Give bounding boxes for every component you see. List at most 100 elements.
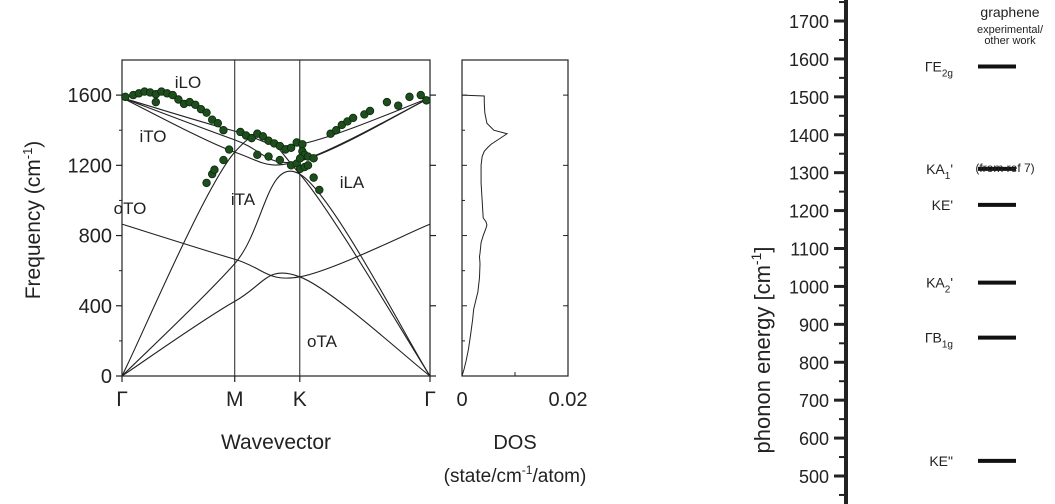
experimental-point <box>416 90 425 100</box>
dos-frame <box>461 59 569 377</box>
experimental-point <box>309 154 318 163</box>
level-label-main: KA <box>926 161 945 177</box>
dos-unit-part: (state/cm <box>444 466 522 487</box>
phonon-energy-chart: 1700160015001400130012001100100090080070… <box>748 0 1044 504</box>
y-axis-label-main: Frequency (cm <box>22 159 45 299</box>
dispersion-branch <box>121 133 431 377</box>
dispersion-branch <box>121 223 431 279</box>
x-tick-label: Γ <box>424 388 436 411</box>
dos-x-axis-sublabel: (state/cm-1/atom) <box>444 463 587 487</box>
energy-tick-label: 900 <box>799 315 829 335</box>
energy-label-main: phonon energy [cm <box>750 265 775 453</box>
dos-unit-sup: -1 <box>522 463 533 477</box>
experimental-point <box>348 113 358 123</box>
y-tick-label: 1600 <box>68 85 113 107</box>
experimental-point <box>224 145 234 154</box>
dispersion-branch <box>121 170 431 377</box>
energy-tick-label: 1700 <box>789 12 829 32</box>
y-tick-label: 800 <box>79 226 112 248</box>
level-label-prime: ' <box>950 161 953 177</box>
energy-tick-label: 1300 <box>789 164 829 184</box>
experimental-point <box>121 92 130 102</box>
experimental-point <box>219 126 228 135</box>
y-axis-label-sup: -1 <box>20 148 35 160</box>
y-tick-label: 400 <box>79 296 112 318</box>
x-tick-label: Γ <box>116 388 128 411</box>
experimental-point <box>213 118 223 128</box>
experimental-point <box>382 97 392 107</box>
level-label-sub: 2 <box>945 285 951 296</box>
experimental-point <box>258 132 268 141</box>
y-tick-label: 1200 <box>68 155 113 177</box>
experimental-point <box>295 154 305 163</box>
energy-y-axis-label: phonon energy [cm-1] <box>748 247 775 454</box>
experimental-point <box>309 173 318 182</box>
experimental-point <box>264 152 273 161</box>
experimental-point <box>247 133 256 143</box>
energy-tick-label: 1100 <box>790 240 829 260</box>
experimental-point <box>315 185 324 195</box>
x-axis-label: Wavevector <box>221 431 331 454</box>
dispersion-chart: 0 400 800 1200 1600 Γ M K Γ Wavevector Frequency (… <box>20 59 436 454</box>
dispersion-branch <box>121 97 431 164</box>
level-label-sub: 1 <box>945 171 951 182</box>
energy-level-label: KE" <box>929 453 953 469</box>
experimental-point <box>394 101 403 110</box>
energy-tick-label: 1500 <box>789 88 829 108</box>
energy-tick-label: 1200 <box>789 202 829 222</box>
branch-label: oTA <box>307 332 338 351</box>
energy-level-label: ΓB1g <box>925 330 953 351</box>
energy-tick-label: 1000 <box>789 277 829 297</box>
experimental-point <box>303 161 313 170</box>
experimental-point <box>210 165 219 174</box>
experimental-point <box>286 143 296 152</box>
energy-level-label: KA1' <box>926 161 953 182</box>
branch-label: iTA <box>231 190 256 209</box>
dos-x-tick-label: 0 <box>456 389 467 411</box>
experimental-point <box>174 95 183 104</box>
dos-unit-end: /atom) <box>532 466 586 487</box>
x-tick-label: K <box>293 388 307 411</box>
level-label-sub: 1g <box>942 340 953 351</box>
branch-label: iLO <box>175 73 201 92</box>
dos-x-axis-label: DOS <box>493 432 536 454</box>
plot-frame <box>121 59 431 377</box>
column-header-sub2: other work <box>984 35 1036 47</box>
energy-tick-label: 500 <box>799 467 829 487</box>
energy-label-sup: -1 <box>748 252 764 265</box>
branch-label: iTO <box>139 127 166 146</box>
experimental-point <box>202 108 211 117</box>
reference-note: (from ref 7) <box>975 161 1034 175</box>
dispersion-branch <box>121 272 431 377</box>
energy-level-label: KA2' <box>926 275 953 296</box>
column-header-sub1: experimental/ <box>977 24 1044 36</box>
energy-tick-label: 1600 <box>789 50 829 70</box>
experimental-point <box>253 150 262 159</box>
experimental-point <box>365 106 375 116</box>
energy-level-label: ΓE2g <box>925 59 953 80</box>
level-label-main: KA <box>926 275 945 291</box>
experimental-point <box>191 100 200 109</box>
dos-chart: 0 0.02 DOS (state/cm-1/atom) <box>444 59 588 487</box>
energy-tick-label: 800 <box>799 353 829 373</box>
experimental-point <box>298 140 307 149</box>
experimental-point <box>405 92 414 102</box>
energy-tick-label: 600 <box>799 429 829 449</box>
dos-x-tick-label: 0.02 <box>549 389 588 411</box>
y-tick-label: 0 <box>101 366 112 388</box>
y-axis-label-end: ) <box>22 141 45 148</box>
experimental-point <box>168 90 177 100</box>
dos-curve <box>461 94 509 377</box>
experimental-point <box>202 178 211 188</box>
level-label-main: ΓB <box>925 330 942 346</box>
experimental-point <box>275 155 285 165</box>
dispersion-branch <box>121 97 431 166</box>
level-label-main: KE' <box>932 197 953 213</box>
energy-level-label: KE' <box>932 197 953 213</box>
energy-label-end: ] <box>750 247 775 253</box>
column-header-title: graphene <box>980 4 1039 20</box>
level-label-prime: ' <box>950 275 953 291</box>
level-label-main: ΓE <box>925 59 942 75</box>
experimental-point <box>422 96 431 105</box>
